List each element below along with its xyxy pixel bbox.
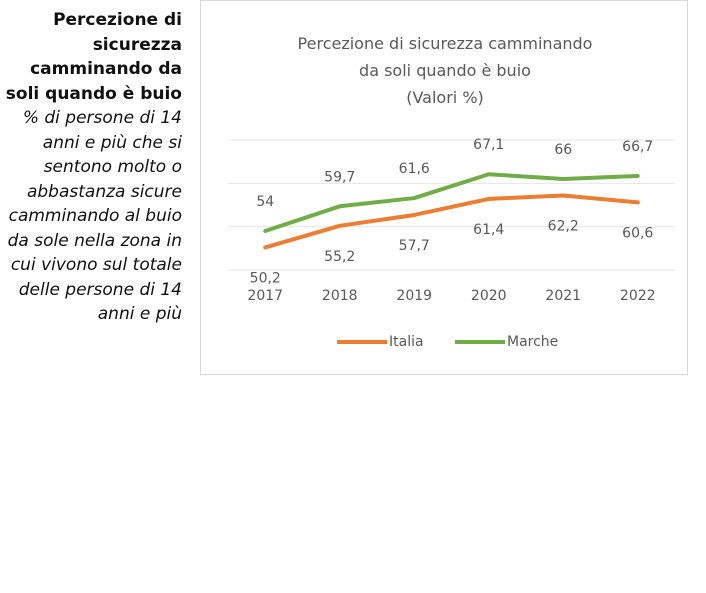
x-tick-label: 2019 [396, 288, 432, 304]
data-label: 57,7 [399, 238, 430, 254]
x-tick-label: 2018 [322, 288, 358, 304]
chart-box [200, 0, 688, 375]
chart-title: Percezione di sicurezza camminando da so… [297, 34, 593, 80]
data-label: 66,7 [622, 139, 653, 155]
series-line [263, 172, 640, 233]
data-label: 54 [256, 194, 274, 210]
sidebar-description: % di persone di 14 anni e più che si sen… [7, 108, 182, 324]
legend-label: Italia [389, 334, 424, 350]
data-label: 62,2 [548, 218, 579, 234]
x-tick-label: 2017 [247, 288, 283, 304]
x-tick-label: 2021 [545, 288, 581, 304]
sidebar-heading: Percezione di sicurezza camminando da so… [5, 10, 182, 104]
data-label: 67,1 [473, 137, 504, 153]
chart-subtitle: (Valori %) [406, 88, 484, 107]
legend-label: Marche [507, 334, 558, 350]
chart-title-block: Percezione di sicurezza camminando da so… [255, 30, 635, 111]
data-label: 61,4 [473, 222, 504, 238]
x-tick-label: 2020 [471, 288, 507, 304]
x-tick-label: 2022 [620, 288, 656, 304]
series-line [263, 193, 640, 250]
data-label: 61,6 [399, 161, 430, 177]
data-label: 55,2 [324, 249, 355, 265]
data-label: 60,6 [622, 225, 653, 241]
data-label: 66 [554, 142, 572, 158]
sidebar: Percezione di sicurezza camminando da so… [0, 8, 182, 327]
data-label: 59,7 [324, 169, 355, 185]
data-label: 50,2 [250, 270, 281, 286]
